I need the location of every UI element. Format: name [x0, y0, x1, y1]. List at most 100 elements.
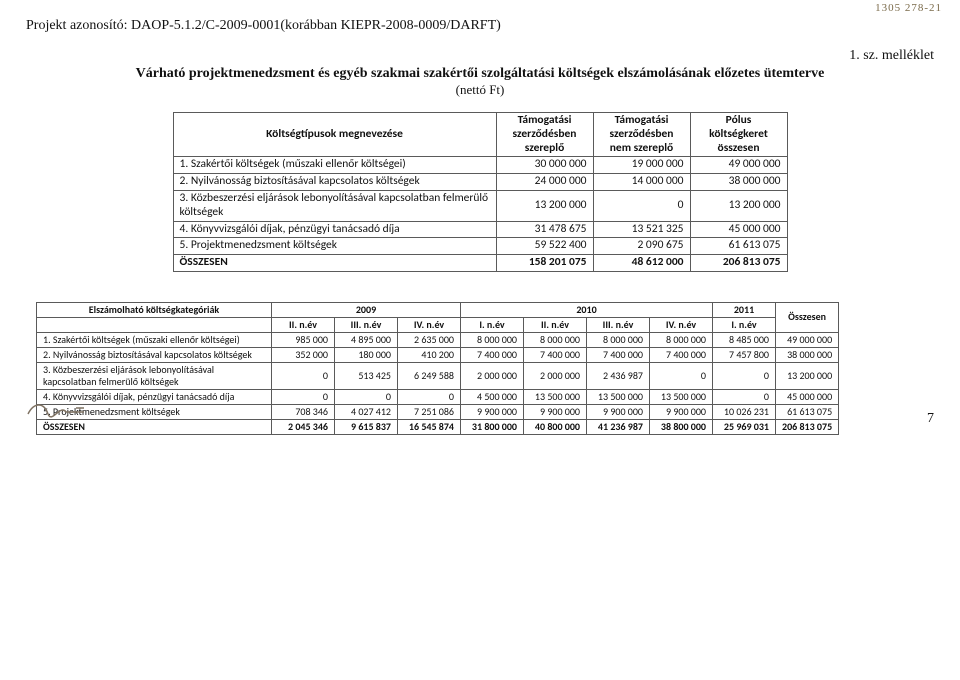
page-number: 7 — [927, 411, 934, 427]
cell: 513 425 — [335, 362, 398, 389]
row-label: 2. Nyilvánosság biztosításával kapcsolat… — [37, 347, 272, 362]
row-label: 3. Közbeszerzési eljárások lebonyolításá… — [37, 362, 272, 389]
cell: 9 900 000 — [587, 404, 650, 419]
row-label: 1. Szakértői költségek (műszaki ellenőr … — [37, 332, 272, 347]
cell: 180 000 — [335, 347, 398, 362]
total-label: ÖSSZESEN — [173, 255, 496, 272]
table-row: 1. Szakértői költségek (műszaki ellenőr … — [37, 332, 839, 347]
cell: 352 000 — [272, 347, 335, 362]
col-header-c3-l3: összesen — [718, 141, 760, 155]
cell: 0 — [713, 362, 776, 389]
cell: 158 201 075 — [496, 255, 593, 272]
cell: 45 000 000 — [690, 221, 787, 238]
cell: 9 900 000 — [524, 404, 587, 419]
cell: 9 900 000 — [650, 404, 713, 419]
cell: 31 478 675 — [496, 221, 593, 238]
cell: 30 000 000 — [496, 157, 593, 174]
summary-table: Költségtípusok megnevezése Támogatási sz… — [173, 112, 788, 272]
cell: 410 200 — [398, 347, 461, 362]
cell: 985 000 — [272, 332, 335, 347]
sub-header: II. n.év — [541, 318, 569, 331]
table-total-row: ÖSSZESEN 158 201 075 48 612 000 206 813 … — [173, 255, 787, 272]
sub-header: IV. n.év — [414, 318, 444, 331]
col-header-c1-l3: szereplő — [525, 141, 565, 155]
cell: 49 000 000 — [776, 332, 839, 347]
cell: 38 000 000 — [776, 347, 839, 362]
cell: 206 813 075 — [776, 419, 839, 434]
cell: 61 613 075 — [690, 238, 787, 255]
col-header-c1-l2: szerződésben — [513, 127, 577, 141]
cell: 13 200 000 — [690, 190, 787, 221]
signature-mark — [26, 396, 86, 427]
sub-header: I. n.év — [731, 318, 756, 331]
table-row: 4. Könyvvizsgálói díjak, pénzügyi tanács… — [37, 389, 839, 404]
col-header-c2-l1: Támogatási — [615, 113, 669, 127]
sub-header: III. n.év — [603, 318, 634, 331]
signature-icon — [26, 396, 86, 422]
cell: 0 — [272, 362, 335, 389]
table-row: 5. Projektmenedzsment költségek 708 346 … — [37, 404, 839, 419]
cell: 41 236 987 — [587, 419, 650, 434]
col-header-2009: 2009 — [356, 303, 376, 316]
cell: 7 457 800 — [713, 347, 776, 362]
cell: 708 346 — [272, 404, 335, 419]
cell: 7 400 000 — [461, 347, 524, 362]
cell: 59 522 400 — [496, 238, 593, 255]
row-label: 1. Szakértői költségek (műszaki ellenőr … — [173, 157, 496, 174]
col-header-c3-l1: Pólus — [726, 113, 752, 127]
row-label: 2. Nyilvánosság biztosításával kapcsolat… — [173, 174, 496, 191]
cell: 13 500 000 — [524, 389, 587, 404]
cell: 45 000 000 — [776, 389, 839, 404]
cell: 13 200 000 — [776, 362, 839, 389]
sub-header: IV. n.év — [666, 318, 696, 331]
cell: 7 400 000 — [587, 347, 650, 362]
cell: 2 090 675 — [593, 238, 690, 255]
cell: 2 000 000 — [461, 362, 524, 389]
cell: 2 045 346 — [272, 419, 335, 434]
cell: 9 900 000 — [461, 404, 524, 419]
col-header-c2-l3: nem szereplő — [610, 141, 674, 155]
cell: 14 000 000 — [593, 174, 690, 191]
cell: 0 — [593, 190, 690, 221]
cell: 7 400 000 — [524, 347, 587, 362]
cell: 2 000 000 — [524, 362, 587, 389]
table-row: 1. Szakértői költségek (műszaki ellenőr … — [173, 157, 787, 174]
cell: 13 500 000 — [650, 389, 713, 404]
col-header-total: Összesen — [788, 310, 826, 323]
cell: 25 969 031 — [713, 419, 776, 434]
cell: 31 800 000 — [461, 419, 524, 434]
sub-header: III. n.év — [351, 318, 382, 331]
cell: 61 613 075 — [776, 404, 839, 419]
cell: 8 485 000 — [713, 332, 776, 347]
cell: 40 800 000 — [524, 419, 587, 434]
cell: 38 800 000 — [650, 419, 713, 434]
cell: 4 895 000 — [335, 332, 398, 347]
cell: 19 000 000 — [593, 157, 690, 174]
cell: 9 615 837 — [335, 419, 398, 434]
col-header-type: Költségtípusok megnevezése — [266, 127, 403, 141]
row-label: 3. Közbeszerzési eljárások lebonyolításá… — [173, 190, 496, 221]
table-total-row: ÖSSZESEN 2 045 346 9 615 837 16 545 874 … — [37, 419, 839, 434]
cell: 0 — [335, 389, 398, 404]
cell: 8 000 000 — [587, 332, 650, 347]
cell: 0 — [713, 389, 776, 404]
breakdown-table: Elszámolható költségkategóriák 2009 2010… — [36, 302, 839, 435]
table-row: 5. Projektmenedzsment költségek 59 522 4… — [173, 238, 787, 255]
document-subtitle: (nettó Ft) — [26, 82, 934, 98]
cell: 0 — [398, 389, 461, 404]
cell: 8 000 000 — [650, 332, 713, 347]
col-header-category: Elszámolható költségkategóriák — [89, 303, 219, 316]
row-label: 5. Projektmenedzsment költségek — [173, 238, 496, 255]
cell: 0 — [272, 389, 335, 404]
cell: 10 026 231 — [713, 404, 776, 419]
col-header-c3-l2: költségkeret — [709, 127, 768, 141]
cell: 38 000 000 — [690, 174, 787, 191]
handwritten-note: 1305 278-21 — [875, 2, 942, 14]
cell: 24 000 000 — [496, 174, 593, 191]
project-id: Projekt azonosító: DAOP-5.1.2/C-2009-000… — [26, 18, 934, 34]
cell: 8 000 000 — [461, 332, 524, 347]
table-row: 4. Könyvvizsgálói díjak, pénzügyi tanács… — [173, 221, 787, 238]
document-title: Várható projektmenedzsment és egyéb szak… — [26, 66, 934, 82]
sub-header: I. n.év — [479, 318, 504, 331]
table-row: 3. Közbeszerzési eljárások lebonyolításá… — [173, 190, 787, 221]
